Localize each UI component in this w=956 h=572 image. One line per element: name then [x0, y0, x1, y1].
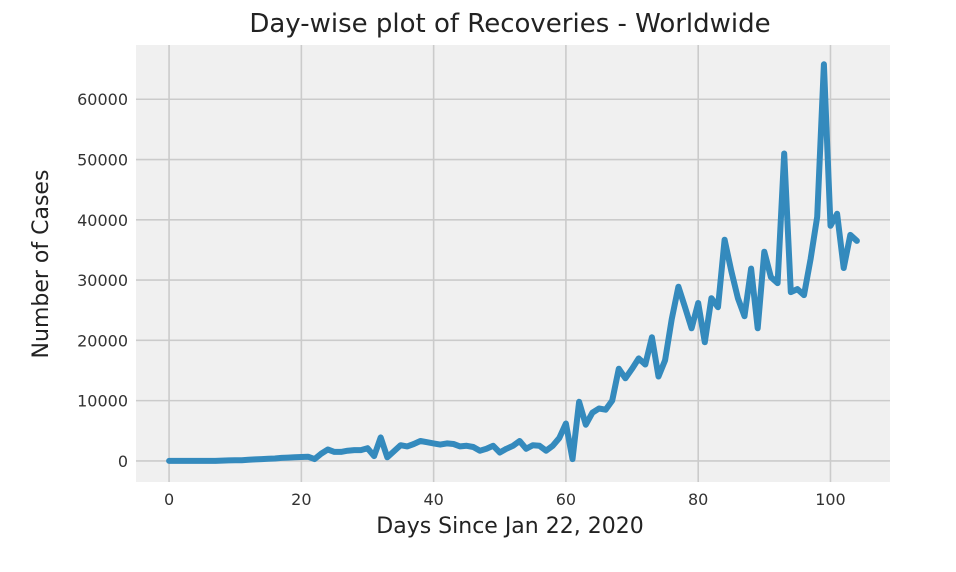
x-tick-label-4: 80 — [688, 490, 708, 509]
x-tick-label-1: 20 — [291, 490, 311, 509]
y-tick-label-6: 60000 — [77, 90, 128, 109]
series-line-0 — [166, 61, 860, 464]
x-tick-label-0: 0 — [164, 490, 174, 509]
y-tick-label-4: 40000 — [77, 211, 128, 230]
y-tick-labels: 0 10000 20000 30000 40000 50000 60000 — [77, 90, 128, 471]
x-tick-label-5: 100 — [815, 490, 846, 509]
chart-title: Day-wise plot of Recoveries - Worldwide — [249, 9, 770, 39]
x-tick-label-2: 40 — [423, 490, 443, 509]
x-tick-labels: 0 20 40 60 80 100 — [164, 490, 846, 509]
y-tick-label-1: 10000 — [77, 392, 128, 411]
y-tick-label-3: 30000 — [77, 271, 128, 290]
x-axis-label: Days Since Jan 22, 2020 — [376, 514, 643, 539]
y-tick-label-2: 20000 — [77, 331, 128, 350]
series-layer — [166, 61, 860, 464]
y-axis-label: Number of Cases — [29, 170, 54, 359]
y-tick-label-0: 0 — [118, 452, 128, 471]
y-tick-label-5: 50000 — [77, 151, 128, 170]
x-tick-label-3: 60 — [556, 490, 576, 509]
